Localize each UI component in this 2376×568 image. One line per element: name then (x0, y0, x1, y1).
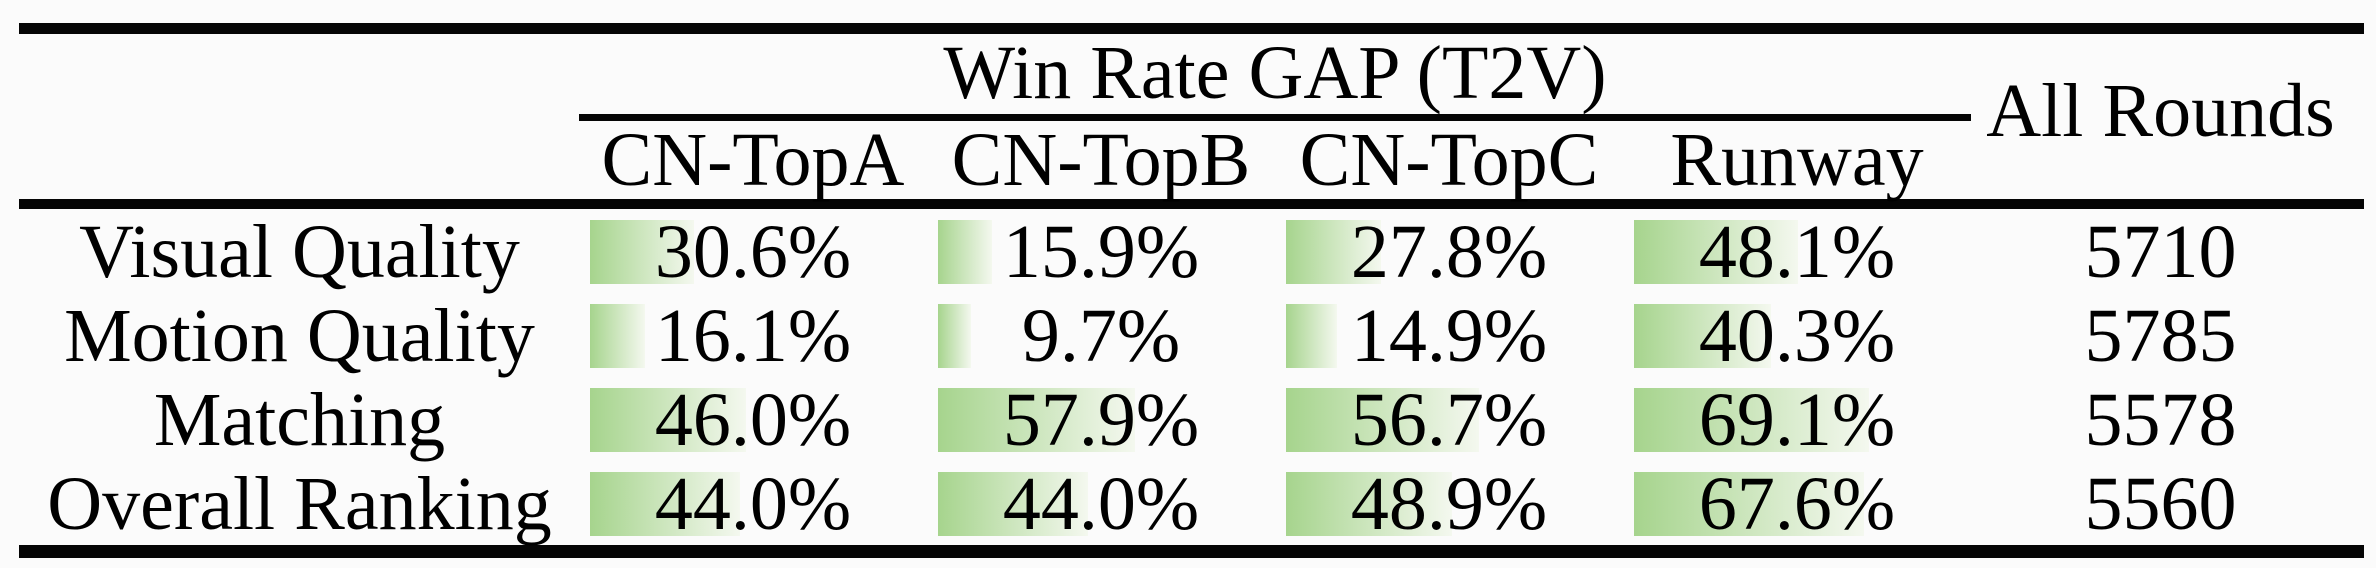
table-row: Matching 46.0% 57.9% 56.7% 69.1% 5578 (0, 378, 2376, 462)
table-row: Motion Quality 16.1% 9.7% 14.9% 40.3% 57… (0, 294, 2376, 378)
win-rate-value: 16.1% (654, 294, 852, 378)
col-header-cn-topa: CN-TopA (601, 118, 905, 202)
win-rate-bar (1286, 220, 1381, 284)
win-rate-value: 57.9% (1002, 378, 1200, 462)
win-rate-bar (1634, 304, 1772, 368)
col-header-runway: Runway (1670, 118, 1924, 202)
win-rate-value: 30.6% (654, 210, 852, 294)
win-rate-bar (938, 304, 971, 368)
win-rate-bar (1286, 304, 1337, 368)
all-rounds-value: 5560 (2084, 462, 2237, 546)
all-rounds-header: All Rounds (1986, 69, 2335, 153)
col-header-cn-topb: CN-TopB (951, 118, 1251, 202)
all-rounds-value: 5785 (2084, 294, 2237, 378)
table-row: Visual Quality 30.6% 15.9% 27.8% 48.1% 5… (0, 210, 2376, 294)
win-rate-bar (938, 472, 1088, 536)
all-rounds-value: 5710 (2084, 210, 2237, 294)
win-rate-value: 44.0% (654, 462, 852, 546)
win-rate-value: 9.7% (1021, 294, 1181, 378)
row-label: Matching (153, 378, 446, 462)
win-rate-bar (1634, 472, 1864, 536)
col-header-cn-topc: CN-TopC (1299, 118, 1599, 202)
win-rate-bar (938, 220, 993, 284)
row-label: Visual Quality (79, 210, 520, 294)
win-rate-value: 56.7% (1350, 378, 1548, 462)
table-bottom-rule (19, 545, 2364, 558)
win-rate-value: 40.3% (1698, 294, 1896, 378)
win-rate-value: 44.0% (1002, 462, 1200, 546)
win-rate-value: 48.1% (1698, 210, 1896, 294)
row-label: Overall Ranking (47, 462, 552, 546)
win-rate-bar (1286, 388, 1479, 452)
group-span-rule (579, 114, 1971, 121)
win-rate-bar (590, 220, 695, 284)
win-rate-bar (938, 388, 1135, 452)
win-rate-bar (1634, 388, 1869, 452)
group-title: Win Rate GAP (T2V) (943, 31, 1607, 115)
row-label: Motion Quality (64, 294, 535, 378)
win-rate-value: 48.9% (1350, 462, 1548, 546)
win-rate-bar (1634, 220, 1798, 284)
win-rate-bar (590, 472, 740, 536)
win-rate-bar (590, 388, 747, 452)
win-rate-value: 15.9% (1002, 210, 1200, 294)
all-rounds-value: 5578 (2084, 378, 2237, 462)
win-rate-value: 67.6% (1698, 462, 1896, 546)
win-rate-value: 69.1% (1698, 378, 1896, 462)
win-rate-value: 27.8% (1350, 210, 1548, 294)
table-header-rule (19, 199, 2364, 209)
win-rate-bar (1286, 472, 1453, 536)
table-top-rule (19, 23, 2364, 34)
win-rate-bar (590, 304, 645, 368)
table-row: Overall Ranking 44.0% 44.0% 48.9% 67.6% … (0, 462, 2376, 546)
win-rate-value: 14.9% (1350, 294, 1548, 378)
win-rate-value: 46.0% (654, 378, 852, 462)
